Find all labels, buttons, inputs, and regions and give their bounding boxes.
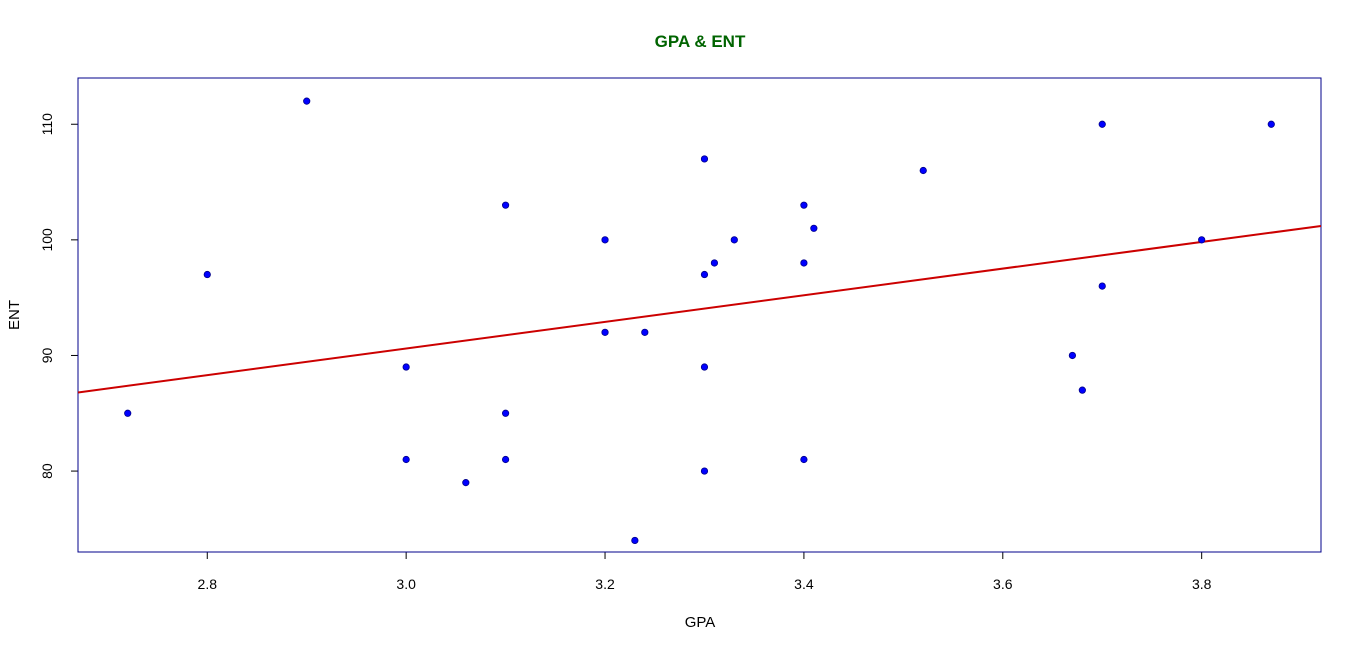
data-point [303,97,311,105]
data-point [710,259,719,267]
data-point [1098,120,1106,128]
x-tick-label: 3.6 [993,576,1013,592]
y-tick-label: 80 [39,463,55,479]
x-tick-label: 3.0 [396,576,416,592]
data-point [1078,386,1086,394]
data-point [501,201,510,209]
data-point [402,455,410,464]
data-point [601,236,609,244]
data-point [800,259,808,267]
y-tick-label: 100 [39,228,55,252]
data-point [810,224,818,232]
y-tick-label: 110 [39,113,55,136]
data-point [501,409,510,417]
data-point [1267,120,1275,128]
x-tick-label: 3.4 [794,576,814,592]
regression-line [77,224,1322,394]
data-point [462,479,470,487]
data-point [641,328,649,336]
x-tick-label: 3.2 [595,576,615,592]
axes: 2.8 3.0 3.2 3.4 3.6 3.8 80 90 100 110 [39,113,1212,592]
data-point [1198,236,1206,244]
data-point [1068,351,1077,360]
chart-title: GPA & ENT [655,32,746,51]
data-point [700,270,709,279]
plot-border [77,77,1322,553]
y-tick-label: 90 [39,347,55,363]
data-point [800,455,808,464]
regression-layer [77,224,1322,394]
data-point [402,363,410,371]
x-axis-label: GPA [685,614,716,631]
data-point [203,270,211,279]
x-tick-label: 3.8 [1192,576,1212,592]
data-point [1098,282,1106,290]
data-point [501,455,510,464]
y-axis-label: ENT [6,300,23,330]
data-point [601,328,609,336]
data-point [919,166,927,175]
points-layer [124,97,1275,545]
data-point [700,155,709,163]
data-point [800,201,808,209]
data-point [700,467,709,475]
data-point [730,236,738,244]
data-point [700,363,709,371]
x-tick-label: 2.8 [198,576,218,592]
data-point [124,409,132,417]
data-point [631,536,639,545]
